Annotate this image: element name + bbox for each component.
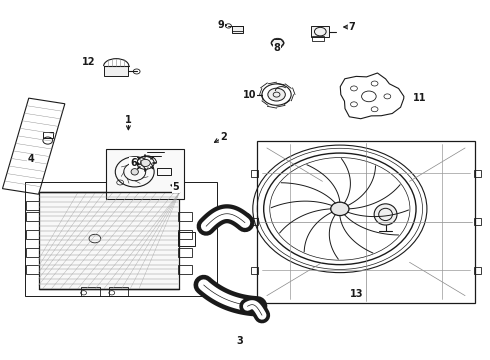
Bar bbox=[474, 170, 481, 177]
Bar bbox=[257, 141, 475, 303]
Text: 11: 11 bbox=[413, 93, 427, 103]
Bar bbox=[178, 230, 192, 239]
Text: 2: 2 bbox=[220, 132, 226, 142]
Circle shape bbox=[271, 39, 284, 48]
Bar bbox=[26, 201, 40, 210]
Text: 3: 3 bbox=[237, 336, 244, 346]
Bar bbox=[474, 267, 481, 274]
Bar bbox=[178, 265, 192, 274]
Bar bbox=[178, 212, 192, 221]
Ellipse shape bbox=[374, 204, 397, 225]
Circle shape bbox=[268, 88, 285, 101]
Bar bbox=[39, 193, 179, 288]
Bar bbox=[311, 26, 329, 37]
Bar bbox=[104, 66, 128, 76]
Ellipse shape bbox=[131, 168, 138, 175]
Bar bbox=[232, 26, 243, 31]
Text: 8: 8 bbox=[273, 43, 280, 53]
Text: 4: 4 bbox=[28, 154, 35, 165]
Bar bbox=[25, 182, 217, 296]
Bar bbox=[105, 149, 184, 198]
Bar bbox=[109, 287, 128, 296]
Bar bbox=[26, 248, 40, 257]
Text: 1: 1 bbox=[125, 114, 132, 125]
Bar bbox=[251, 267, 258, 274]
Bar bbox=[474, 218, 481, 225]
Text: 10: 10 bbox=[243, 90, 257, 100]
Text: 7: 7 bbox=[348, 22, 355, 32]
Circle shape bbox=[331, 202, 349, 216]
Bar bbox=[43, 132, 52, 138]
Text: 6: 6 bbox=[130, 158, 137, 168]
Text: 5: 5 bbox=[172, 182, 179, 192]
Bar bbox=[81, 287, 100, 296]
Circle shape bbox=[141, 159, 150, 166]
Bar bbox=[178, 248, 192, 257]
Bar bbox=[26, 212, 40, 221]
Text: 12: 12 bbox=[82, 57, 96, 67]
Bar bbox=[26, 230, 40, 239]
Bar bbox=[157, 168, 171, 175]
Text: 9: 9 bbox=[218, 20, 224, 30]
Bar bbox=[232, 26, 243, 33]
Text: 13: 13 bbox=[350, 289, 364, 299]
Bar bbox=[178, 231, 196, 246]
Bar bbox=[312, 36, 324, 41]
Bar bbox=[251, 218, 258, 225]
Bar bbox=[251, 170, 258, 177]
Bar bbox=[26, 265, 40, 274]
